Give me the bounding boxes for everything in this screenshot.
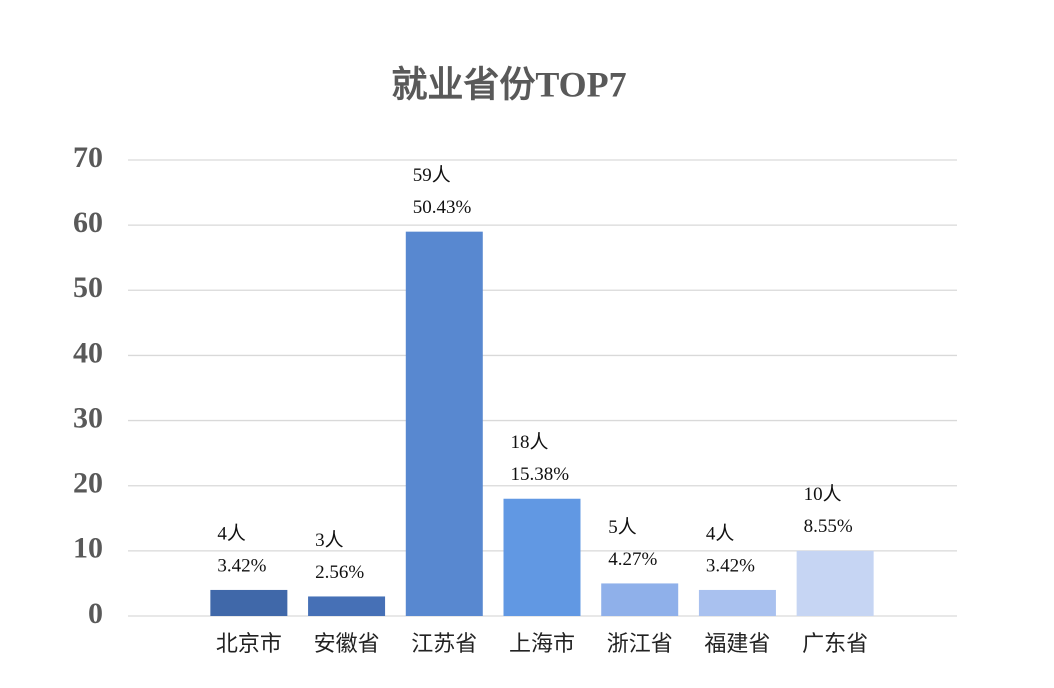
- percent-label: 2.56%: [315, 562, 364, 583]
- bar: [210, 589, 288, 616]
- y-tick-label: 20: [73, 467, 103, 500]
- percent-label: 3.42%: [706, 555, 755, 576]
- bar: [308, 596, 386, 616]
- bar: [405, 231, 483, 616]
- value-label: 18人: [511, 431, 549, 453]
- y-tick-label: 60: [73, 206, 103, 239]
- percent-label: 3.42%: [217, 555, 266, 576]
- value-label: 3人: [315, 529, 344, 551]
- bar: [698, 589, 776, 616]
- chart-title: 就业省份TOP7: [391, 64, 626, 104]
- x-tick-label: 福建省: [704, 631, 770, 656]
- y-tick-label: 10: [73, 532, 103, 565]
- percent-label: 50.43%: [413, 197, 472, 218]
- bar: [503, 498, 581, 616]
- value-label: 4人: [217, 522, 246, 544]
- y-tick-label: 70: [73, 141, 103, 174]
- x-tick-label: 安徽省: [314, 631, 380, 656]
- y-tick-label: 50: [73, 271, 103, 304]
- y-tick-label: 0: [88, 597, 103, 630]
- percent-label: 8.55%: [804, 516, 853, 537]
- y-tick-label: 30: [73, 401, 103, 434]
- percent-label: 15.38%: [511, 464, 570, 485]
- x-tick-label: 广东省: [802, 631, 868, 656]
- x-tick-label: 北京市: [216, 631, 282, 656]
- bar: [796, 550, 874, 616]
- x-tick-label: 浙江省: [607, 631, 673, 656]
- y-tick-label: 40: [73, 336, 103, 369]
- value-label: 5人: [608, 516, 637, 538]
- x-tick-label: 江苏省: [411, 631, 477, 656]
- bar: [601, 583, 679, 616]
- value-label: 10人: [804, 483, 842, 505]
- percent-label: 4.27%: [608, 549, 657, 570]
- value-label: 59人: [413, 164, 451, 186]
- x-tick-label: 上海市: [509, 631, 575, 656]
- value-label: 4人: [706, 522, 735, 544]
